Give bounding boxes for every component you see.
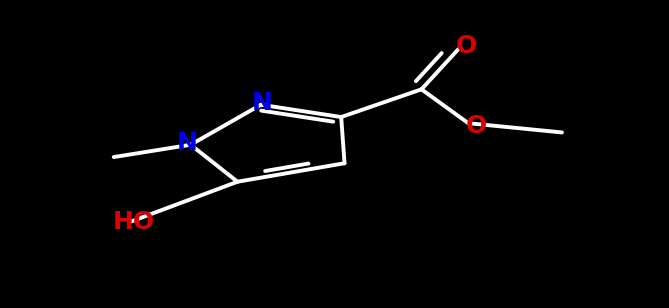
Text: O: O (466, 114, 487, 138)
Text: O: O (456, 34, 477, 58)
Text: HO: HO (113, 210, 155, 234)
Text: N: N (252, 91, 273, 116)
Text: N: N (177, 131, 198, 155)
